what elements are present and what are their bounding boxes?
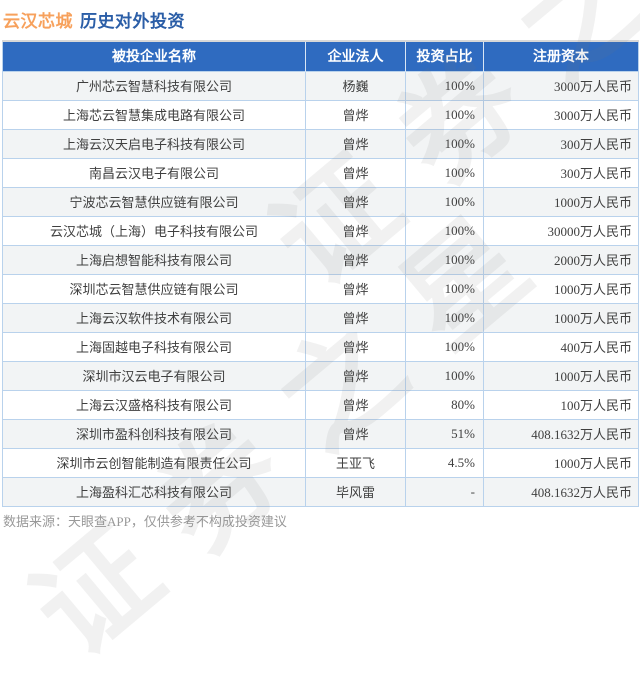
registered-capital-cell: 1000万人民币	[483, 302, 639, 332]
legal-person-cell: 曾烨	[305, 273, 406, 303]
table-row: 上海启想智能科技有限公司 曾烨 100% 2000万人民币	[2, 244, 639, 274]
invest-ratio-cell: 100%	[405, 360, 484, 390]
column-header-company-name: 被投企业名称	[2, 41, 306, 71]
invest-ratio-cell: 100%	[405, 273, 484, 303]
table-header: 被投企业名称 企业法人 投资占比 注册资本	[2, 41, 639, 71]
table-row: 广州芯云智慧科技有限公司 杨巍 100% 3000万人民币	[2, 70, 639, 100]
registered-capital-cell: 300万人民币	[483, 157, 639, 187]
registered-capital-cell: 3000万人民币	[483, 99, 639, 129]
company-name-cell: 上海云汉软件技术有限公司	[2, 302, 306, 332]
invest-ratio-cell: 4.5%	[405, 447, 484, 477]
registered-capital-cell: 1000万人民币	[483, 360, 639, 390]
invest-ratio-cell: 100%	[405, 215, 484, 245]
registered-capital-cell: 100万人民币	[483, 389, 639, 419]
table-row: 上海云汉盛格科技有限公司 曾烨 80% 100万人民币	[2, 389, 639, 419]
invest-ratio-cell: 100%	[405, 70, 484, 100]
registered-capital-cell: 2000万人民币	[483, 244, 639, 274]
column-header-invest-ratio: 投资占比	[405, 41, 484, 71]
registered-capital-cell: 400万人民币	[483, 331, 639, 361]
legal-person-cell: 曾烨	[305, 157, 406, 187]
legal-person-cell: 曾烨	[305, 244, 406, 274]
legal-person-cell: 曾烨	[305, 215, 406, 245]
registered-capital-cell: 1000万人民币	[483, 447, 639, 477]
registered-capital-cell: 408.1632万人民币	[483, 418, 639, 448]
legal-person-cell: 曾烨	[305, 99, 406, 129]
registered-capital-cell: 3000万人民币	[483, 70, 639, 100]
invest-ratio-cell: 51%	[405, 418, 484, 448]
column-header-registered-capital: 注册资本	[483, 41, 639, 71]
page-title: 云汉芯城 历史对外投资	[3, 7, 185, 32]
company-name-cell: 广州芯云智慧科技有限公司	[2, 70, 306, 100]
table-row: 深圳芯云智慧供应链有限公司 曾烨 100% 1000万人民币	[2, 273, 639, 303]
legal-person-cell: 毕风雷	[305, 476, 406, 506]
table-row: 深圳市盈科创科技有限公司 曾烨 51% 408.1632万人民币	[2, 418, 639, 448]
table-row: 上海云汉天启电子科技有限公司 曾烨 100% 300万人民币	[2, 128, 639, 158]
invest-ratio-cell: 100%	[405, 186, 484, 216]
legal-person-cell: 曾烨	[305, 128, 406, 158]
table-body: 广州芯云智慧科技有限公司 杨巍 100% 3000万人民币 上海芯云智慧集成电路…	[2, 70, 639, 506]
invest-ratio-cell: 80%	[405, 389, 484, 419]
company-name-cell: 深圳市盈科创科技有限公司	[2, 418, 306, 448]
company-name-cell: 上海固越电子科技有限公司	[2, 331, 306, 361]
invest-ratio-cell: 100%	[405, 128, 484, 158]
invest-ratio-cell: 100%	[405, 157, 484, 187]
legal-person-cell: 杨巍	[305, 70, 406, 100]
company-name-cell: 云汉芯城（上海）电子科技有限公司	[2, 215, 306, 245]
invest-ratio-cell: 100%	[405, 331, 484, 361]
legal-person-cell: 王亚飞	[305, 447, 406, 477]
table-row: 宁波芯云智慧供应链有限公司 曾烨 100% 1000万人民币	[2, 186, 639, 216]
legal-person-cell: 曾烨	[305, 389, 406, 419]
table-row: 深圳市云创智能制造有限责任公司 王亚飞 4.5% 1000万人民币	[2, 447, 639, 477]
registered-capital-cell: 408.1632万人民币	[483, 476, 639, 506]
invest-ratio-cell: 100%	[405, 302, 484, 332]
table-row: 上海云汉软件技术有限公司 曾烨 100% 1000万人民币	[2, 302, 639, 332]
registered-capital-cell: 30000万人民币	[483, 215, 639, 245]
company-name-cell: 上海芯云智慧集成电路有限公司	[2, 99, 306, 129]
legal-person-cell: 曾烨	[305, 331, 406, 361]
invest-ratio-cell: 100%	[405, 244, 484, 274]
title-company-name: 云汉芯城	[3, 12, 73, 31]
company-name-cell: 上海启想智能科技有限公司	[2, 244, 306, 274]
table-row: 云汉芯城（上海）电子科技有限公司 曾烨 100% 30000万人民币	[2, 215, 639, 245]
company-name-cell: 深圳市汉云电子有限公司	[2, 360, 306, 390]
company-name-cell: 上海盈科汇芯科技有限公司	[2, 476, 306, 506]
investment-table: 被投企业名称 企业法人 投资占比 注册资本 广州芯云智慧科技有限公司 杨巍 10…	[2, 40, 639, 507]
company-name-cell: 上海云汉盛格科技有限公司	[2, 389, 306, 419]
company-name-cell: 深圳芯云智慧供应链有限公司	[2, 273, 306, 303]
legal-person-cell: 曾烨	[305, 302, 406, 332]
company-name-cell: 深圳市云创智能制造有限责任公司	[2, 447, 306, 477]
company-name-cell: 南昌云汉电子有限公司	[2, 157, 306, 187]
table-row: 上海芯云智慧集成电路有限公司 曾烨 100% 3000万人民币	[2, 99, 639, 129]
invest-ratio-cell: -	[405, 476, 484, 506]
registered-capital-cell: 300万人民币	[483, 128, 639, 158]
legal-person-cell: 曾烨	[305, 360, 406, 390]
registered-capital-cell: 1000万人民币	[483, 273, 639, 303]
legal-person-cell: 曾烨	[305, 418, 406, 448]
registered-capital-cell: 1000万人民币	[483, 186, 639, 216]
table-row: 上海固越电子科技有限公司 曾烨 100% 400万人民币	[2, 331, 639, 361]
company-name-cell: 宁波芯云智慧供应链有限公司	[2, 186, 306, 216]
table-row: 上海盈科汇芯科技有限公司 毕风雷 - 408.1632万人民币	[2, 476, 639, 506]
data-source-note: 数据来源：天眼查APP，仅供参考不构成投资建议	[3, 514, 287, 529]
invest-ratio-cell: 100%	[405, 99, 484, 129]
column-header-legal-person: 企业法人	[305, 41, 406, 71]
table-header-row: 被投企业名称 企业法人 投资占比 注册资本	[2, 41, 639, 71]
table-row: 深圳市汉云电子有限公司 曾烨 100% 1000万人民币	[2, 360, 639, 390]
legal-person-cell: 曾烨	[305, 186, 406, 216]
title-suffix: 历史对外投资	[80, 12, 185, 31]
company-name-cell: 上海云汉天启电子科技有限公司	[2, 128, 306, 158]
table-row: 南昌云汉电子有限公司 曾烨 100% 300万人民币	[2, 157, 639, 187]
